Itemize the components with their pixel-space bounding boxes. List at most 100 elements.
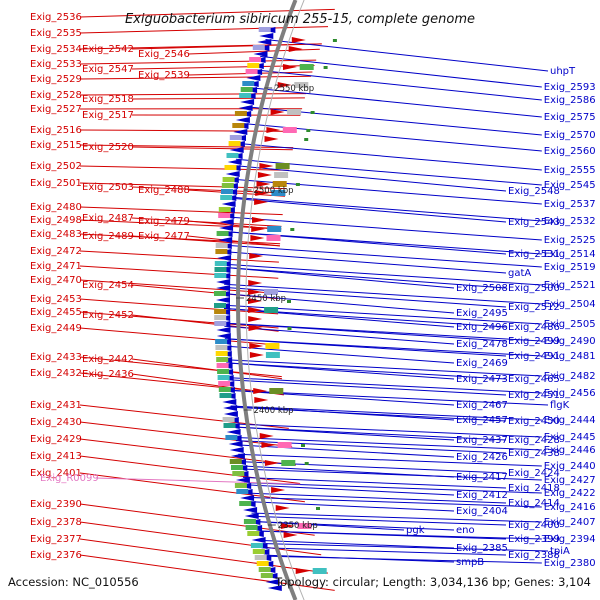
cog-category-block [247, 63, 260, 68]
reverse-gene-arrow [216, 297, 230, 303]
cog-category-block [214, 321, 227, 326]
label-connector [79, 75, 312, 80]
label-connector [227, 377, 542, 394]
forward-gene-label: Exig_2539 [138, 70, 190, 81]
cog-category-block [214, 309, 227, 314]
cog-category-block [256, 561, 269, 566]
forward-gene-label: Exig_2546 [138, 49, 190, 60]
cog-category-block [264, 307, 279, 313]
label-connector [79, 279, 279, 294]
gene-features-ring [214, 27, 337, 591]
reverse-gene-label: Exig_2499 [508, 336, 560, 347]
label-connector [251, 87, 542, 118]
label-connector [79, 219, 282, 230]
reverse-gene-arrow [267, 585, 282, 591]
accession-text: Accession: NC_010556 [8, 575, 139, 589]
forward-gene-label: Exig_2518 [82, 94, 134, 105]
reverse-gene-arrow [226, 429, 241, 435]
forward-gene-label: Exig_2430 [30, 417, 82, 428]
label-connector [79, 521, 322, 556]
cog-category-block [245, 69, 258, 74]
forward-gene-arrow [288, 46, 303, 52]
cog-category-block [242, 81, 255, 86]
forward-gene-arrow [283, 532, 298, 538]
forward-gene-label: Exig_2480 [30, 202, 82, 213]
forward-gene-label: Exig_2502 [30, 161, 82, 172]
cog-category-block [218, 381, 231, 386]
forward-gene-arrow [254, 397, 269, 403]
reverse-gene-arrow [221, 201, 236, 207]
reverse-gene-arrow [240, 495, 255, 501]
reverse-gene-label: Exig_2394 [544, 534, 596, 545]
forward-gene-label: Exig_2533 [30, 59, 82, 70]
cog-category-block [217, 375, 230, 380]
label-connector [79, 93, 307, 96]
cog-category-block [232, 471, 245, 476]
cog-category-block [281, 460, 296, 466]
cog-category-block [221, 189, 233, 194]
cog-category-block [264, 289, 278, 295]
reverse-gene-label: Exig_2380 [544, 558, 596, 569]
reverse-gene-label: Exig_2543 [508, 217, 560, 228]
forward-gene-label: Exig_2501 [30, 178, 82, 189]
label-connector [79, 206, 283, 216]
cog-category-block [215, 345, 228, 350]
reverse-gene-label: Exig_2532 [544, 216, 596, 227]
cog-category-block [252, 549, 265, 554]
reverse-gene-label: Exig_2404 [456, 506, 508, 517]
reverse-gene-label: Exig_2490 [544, 336, 596, 347]
forward-gene-label: Exig_2527 [30, 104, 82, 115]
forward-gene-label: Exig_2390 [30, 499, 82, 510]
reverse-gene-arrow [219, 219, 234, 225]
reverse-gene-label: Exig_2416 [544, 502, 596, 513]
reverse-gene-label: Exig_2445 [544, 432, 596, 443]
label-connector [223, 293, 455, 314]
reverse-gene-label: Exig_2457 [456, 415, 508, 426]
forward-gene-label: Exig_2471 [30, 261, 82, 272]
reverse-gene-label: Exig_2388 [508, 550, 560, 561]
reverse-gene-label: Exig_2537 [544, 199, 596, 210]
reverse-gene-label: smpB [456, 557, 484, 568]
reverse-gene-label: Exig_2418 [508, 483, 560, 494]
small-feature-tick [310, 111, 315, 114]
forward-gene-arrow [256, 181, 271, 187]
cog-category-block [228, 141, 241, 146]
reverse-gene-arrow [225, 171, 240, 177]
rna-gene-label: Exig_R0099 [40, 473, 99, 484]
reverse-gene-arrow [235, 117, 250, 123]
reverse-gene-label: Exig_2586 [544, 95, 596, 106]
reverse-gene-arrow [233, 129, 248, 135]
small-feature-tick [306, 129, 311, 132]
reverse-gene-arrow [218, 237, 233, 243]
label-connector [251, 512, 542, 523]
label-connector [224, 283, 542, 305]
reverse-gene-arrow [216, 285, 231, 291]
label-connector [79, 356, 282, 378]
cog-category-block [239, 501, 252, 506]
reverse-gene-arrow [244, 513, 259, 519]
cog-category-block [216, 231, 229, 236]
label-connector [224, 266, 507, 289]
label-connector [228, 216, 542, 241]
forward-gene-arrow [254, 199, 269, 205]
label-connector [79, 26, 329, 34]
forward-gene-label: Exig_2436 [82, 369, 134, 380]
label-connector [131, 146, 293, 151]
cog-category-block [245, 525, 258, 530]
forward-gene-label: Exig_2528 [30, 90, 82, 101]
forward-gene-arrow [248, 307, 263, 313]
cog-category-block [299, 64, 314, 70]
forward-gene-arrow [259, 433, 274, 439]
label-connector [224, 263, 542, 286]
label-connector [79, 455, 301, 484]
forward-gene-label: Exig_2515 [30, 140, 82, 151]
reverse-gene-label: Exig_2422 [544, 488, 596, 499]
reverse-gene-label: Exig_2508 [456, 283, 508, 294]
label-connector [79, 327, 280, 346]
reverse-gene-label: Exig_2525 [544, 235, 596, 246]
label-connector [223, 307, 455, 328]
forward-gene-label: Exig_2479 [138, 216, 190, 227]
label-connector [226, 359, 542, 377]
forward-gene-arrow [249, 352, 264, 358]
cog-category-block [215, 249, 228, 254]
